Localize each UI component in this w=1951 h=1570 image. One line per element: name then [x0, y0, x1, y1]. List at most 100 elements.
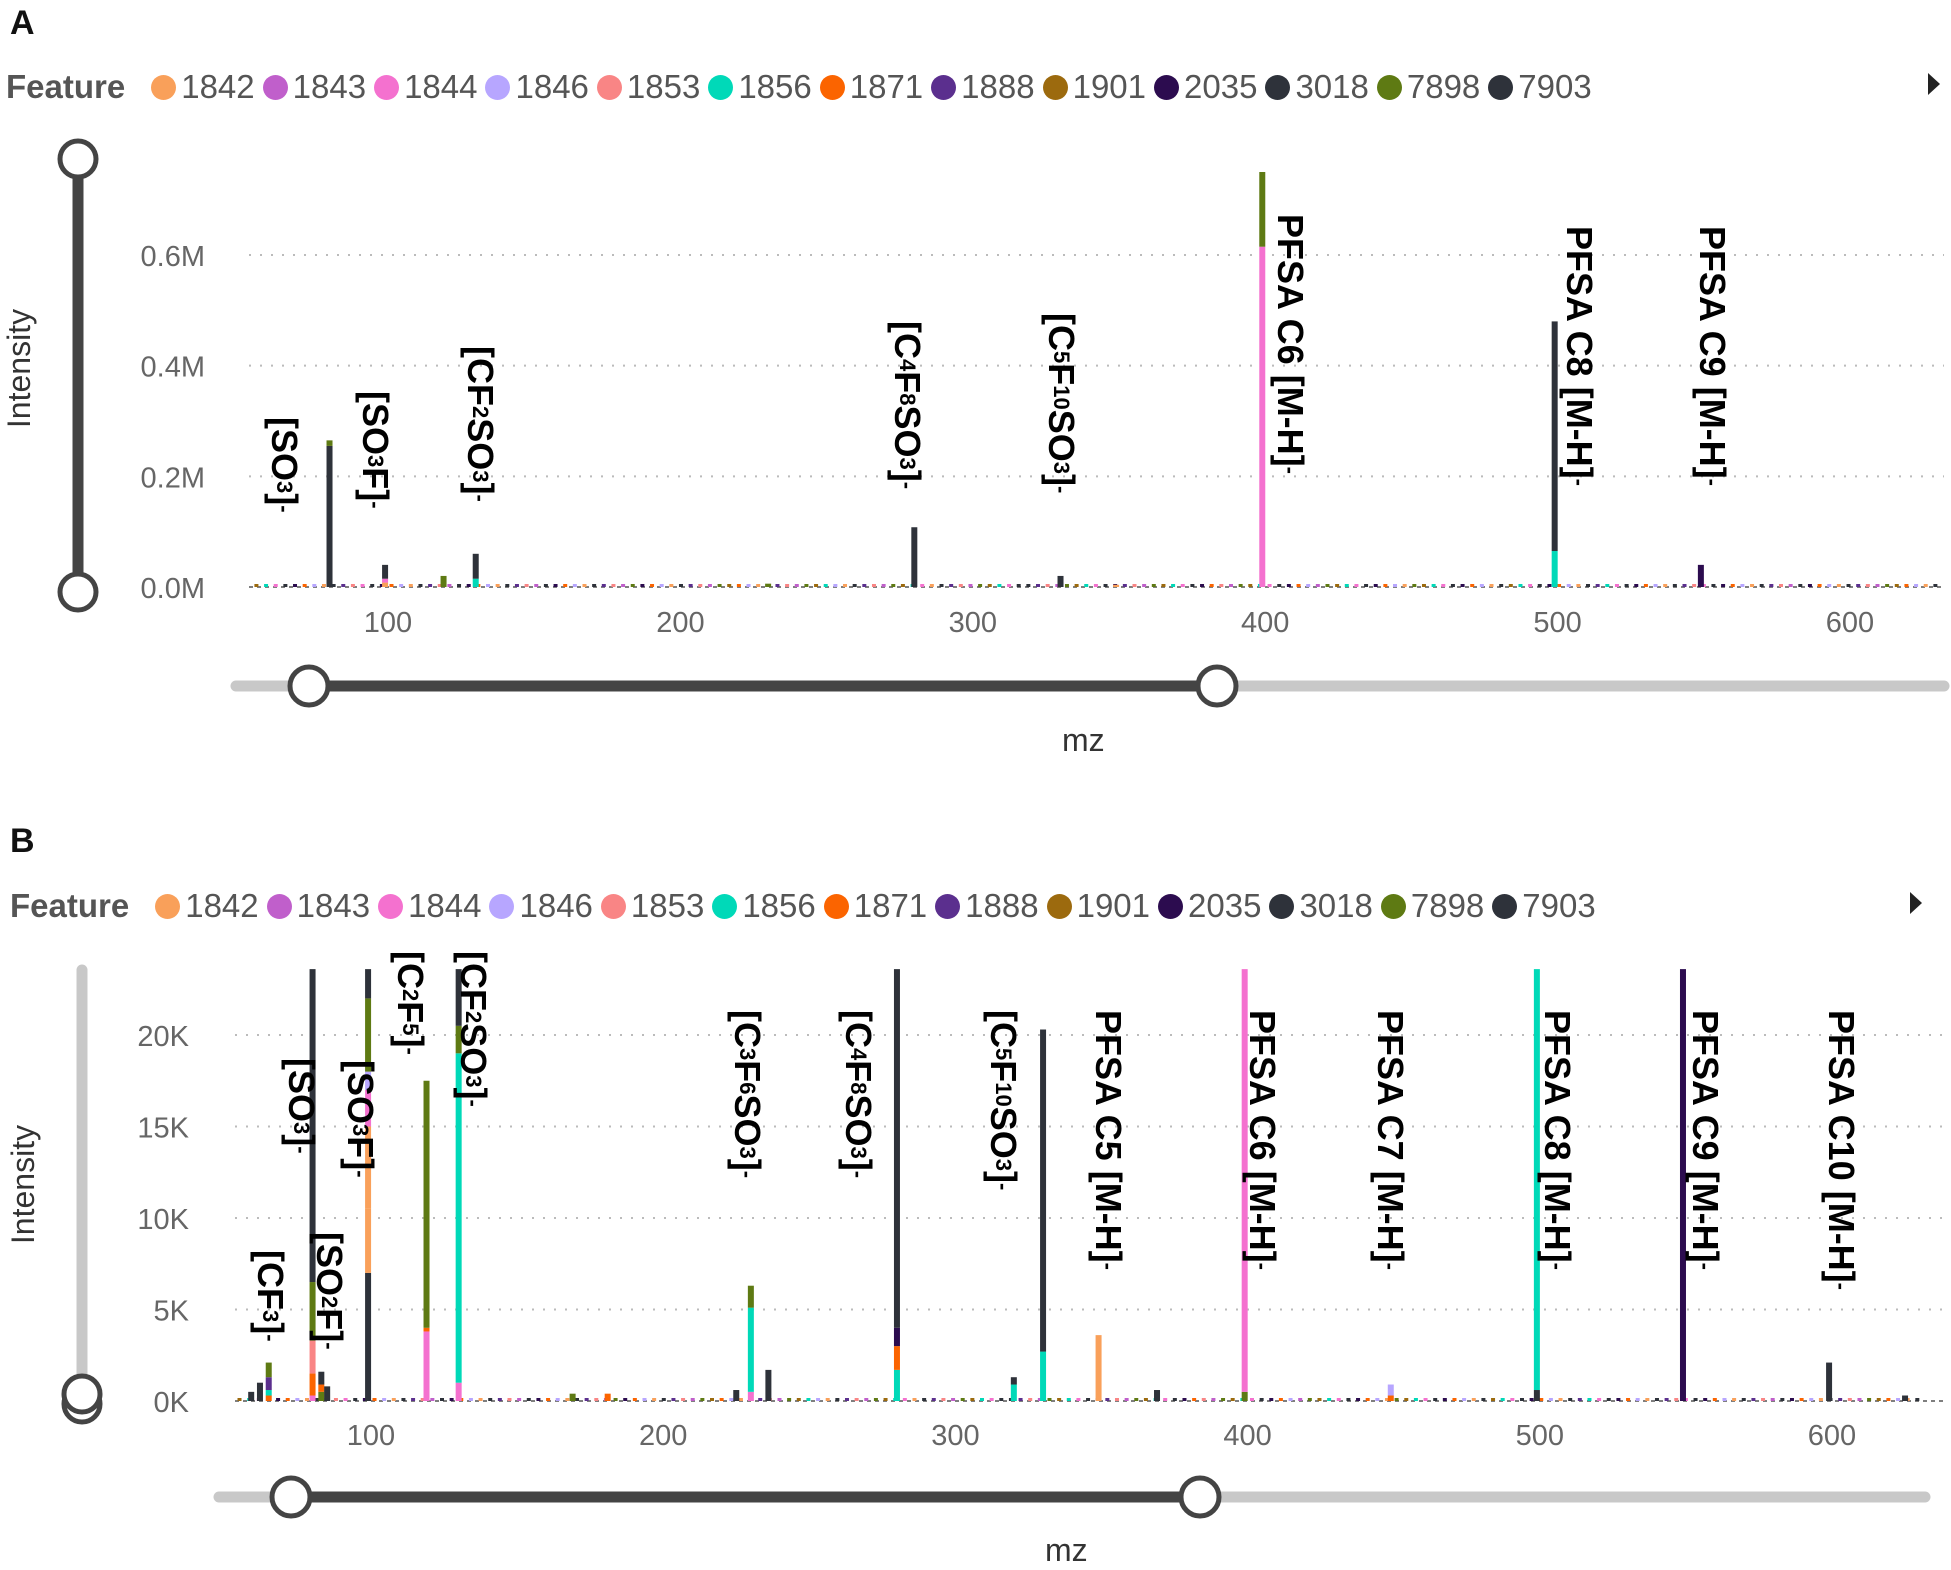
bar-segment-3018[interactable]: [256, 1382, 263, 1401]
bar-segment-3018[interactable]: [1551, 321, 1558, 552]
bar-segment-7898[interactable]: [326, 440, 333, 446]
legend-item-1842[interactable]: 1842: [151, 68, 255, 106]
legend-item-1853[interactable]: 1853: [596, 68, 700, 106]
legend-item-2035[interactable]: 2035: [1158, 887, 1261, 925]
bar-segment-3018[interactable]: [365, 1272, 372, 1401]
y-range-slider-handle-top-a[interactable]: [57, 138, 99, 180]
bar-segment-3018[interactable]: [911, 527, 918, 587]
bar-segment-7898[interactable]: [569, 1393, 576, 1401]
bar-segment-3018[interactable]: [733, 1390, 740, 1401]
bar-segment-1844[interactable]: [382, 578, 389, 583]
legend-item-1842[interactable]: 1842: [155, 887, 259, 925]
bar-segment-1856[interactable]: [265, 1390, 272, 1396]
bar-segment-1871[interactable]: [309, 1373, 316, 1396]
bar-segment-1856[interactable]: [1040, 1351, 1047, 1401]
bar-segment-1856[interactable]: [1010, 1384, 1017, 1401]
bar-segment-3018[interactable]: [1010, 1377, 1017, 1385]
bar-segment-3018[interactable]: [365, 969, 372, 999]
bar-segment-7898[interactable]: [747, 1285, 754, 1308]
bar-segment-3018[interactable]: [472, 553, 479, 579]
bar-segment-1842[interactable]: [365, 1126, 372, 1209]
bar-segment-3018[interactable]: [382, 564, 389, 579]
legend-item-3018[interactable]: 3018: [1265, 68, 1369, 106]
bar-segment-1844[interactable]: [309, 1395, 316, 1401]
bar-segment-7898[interactable]: [423, 1080, 430, 1328]
bar-segment-3018[interactable]: [1057, 575, 1064, 587]
bar-segment-3018[interactable]: [248, 1391, 255, 1401]
bar-segment-7898[interactable]: [1241, 1391, 1248, 1401]
bar-segment-1842[interactable]: [1113, 584, 1120, 587]
bar-segment-3018[interactable]: [318, 1371, 325, 1385]
bar-segment-1853[interactable]: [309, 1340, 316, 1374]
legend-item-1844[interactable]: 1844: [374, 68, 477, 106]
bar-segment-3018[interactable]: [309, 1218, 316, 1283]
legend-item-1856[interactable]: 1856: [708, 68, 812, 106]
bar-segment-3018[interactable]: [326, 445, 333, 587]
bar-segment-3018[interactable]: [1154, 1390, 1161, 1401]
bar-segment-1856[interactable]: [747, 1307, 754, 1392]
bar-segment-1844[interactable]: [1241, 969, 1248, 1392]
x-range-slider-handle-left-b[interactable]: [269, 1475, 313, 1519]
legend-item-1846[interactable]: 1846: [489, 887, 593, 925]
x-range-slider-handle-right-a[interactable]: [1195, 664, 1239, 708]
bar-segment-3018[interactable]: [1533, 1390, 1540, 1401]
bar-segment-2035[interactable]: [1679, 969, 1686, 1401]
legend-item-1871[interactable]: 1871: [819, 68, 923, 106]
bar-segment-7898[interactable]: [440, 575, 447, 587]
legend-b-next-arrow-icon[interactable]: [1910, 892, 1922, 914]
legend-item-1856[interactable]: 1856: [712, 887, 816, 925]
legend-item-1843[interactable]: 1843: [262, 68, 366, 106]
legend-item-1871[interactable]: 1871: [823, 887, 927, 925]
bar-segment-1856[interactable]: [455, 1053, 462, 1383]
bar-segment-1842[interactable]: [382, 582, 389, 587]
legend-item-7898[interactable]: 7898: [1376, 68, 1480, 106]
bar-segment-1844[interactable]: [365, 1089, 372, 1127]
legend-item-1901[interactable]: 1901: [1046, 887, 1150, 925]
bar-segment-1844[interactable]: [455, 1382, 462, 1401]
bar-segment-2035[interactable]: [893, 1327, 900, 1347]
bar-segment-1846[interactable]: [1387, 1384, 1394, 1396]
bar-segment-1844[interactable]: [747, 1391, 754, 1401]
bar-segment-7898[interactable]: [455, 1025, 462, 1054]
bar-segment-1844[interactable]: [423, 1331, 430, 1401]
bar-segment-1844[interactable]: [1259, 246, 1266, 587]
bar-segment-3018[interactable]: [309, 969, 316, 1218]
y-range-slider-handle-top-b[interactable]: [61, 1373, 103, 1415]
bar-segment-1871[interactable]: [318, 1384, 325, 1392]
x-range-slider-handle-right-b[interactable]: [1178, 1475, 1222, 1519]
bar-segment-1871[interactable]: [1387, 1395, 1394, 1401]
bar-segment-1871[interactable]: [604, 1393, 611, 1401]
bar-segment-1856[interactable]: [1533, 969, 1540, 1391]
y-range-slider-handle-bottom-a[interactable]: [57, 571, 99, 613]
bar-segment-1856[interactable]: [893, 1369, 900, 1401]
bar-segment-7898[interactable]: [265, 1362, 272, 1378]
legend-item-1888[interactable]: 1888: [935, 887, 1039, 925]
bar-segment-1842[interactable]: [365, 1208, 372, 1273]
bar-segment-1888[interactable]: [265, 1377, 272, 1391]
legend-item-1846[interactable]: 1846: [485, 68, 589, 106]
x-range-slider-handle-left-a[interactable]: [287, 664, 331, 708]
bar-segment-3018[interactable]: [765, 1369, 772, 1401]
legend-item-1844[interactable]: 1844: [378, 887, 481, 925]
bar-segment-3018[interactable]: [324, 1386, 331, 1401]
legend-item-2035[interactable]: 2035: [1154, 68, 1257, 106]
bar-segment-3018[interactable]: [455, 969, 462, 1026]
legend-item-7898[interactable]: 7898: [1380, 887, 1484, 925]
legend-item-1888[interactable]: 1888: [931, 68, 1035, 106]
legend-item-7903[interactable]: 7903: [1488, 68, 1592, 106]
bar-segment-7898[interactable]: [318, 1391, 325, 1401]
bar-segment-1846[interactable]: [365, 1071, 372, 1090]
bar-segment-1856[interactable]: [1551, 551, 1558, 587]
bar-segment-1871[interactable]: [893, 1346, 900, 1370]
legend-item-3018[interactable]: 3018: [1269, 887, 1373, 925]
bar-segment-7898[interactable]: [365, 998, 372, 1072]
bar-segment-7898[interactable]: [1259, 172, 1266, 247]
bar-segment-2035[interactable]: [1697, 564, 1704, 587]
bar-segment-7898[interactable]: [765, 583, 772, 587]
legend-a-next-arrow-icon[interactable]: [1928, 73, 1940, 95]
bar-segment-1856[interactable]: [472, 578, 479, 587]
legend-item-1853[interactable]: 1853: [600, 887, 704, 925]
bar-segment-1871[interactable]: [423, 1327, 430, 1332]
bar-segment-3018[interactable]: [1040, 1029, 1047, 1352]
bar-segment-3018[interactable]: [1902, 1395, 1909, 1401]
